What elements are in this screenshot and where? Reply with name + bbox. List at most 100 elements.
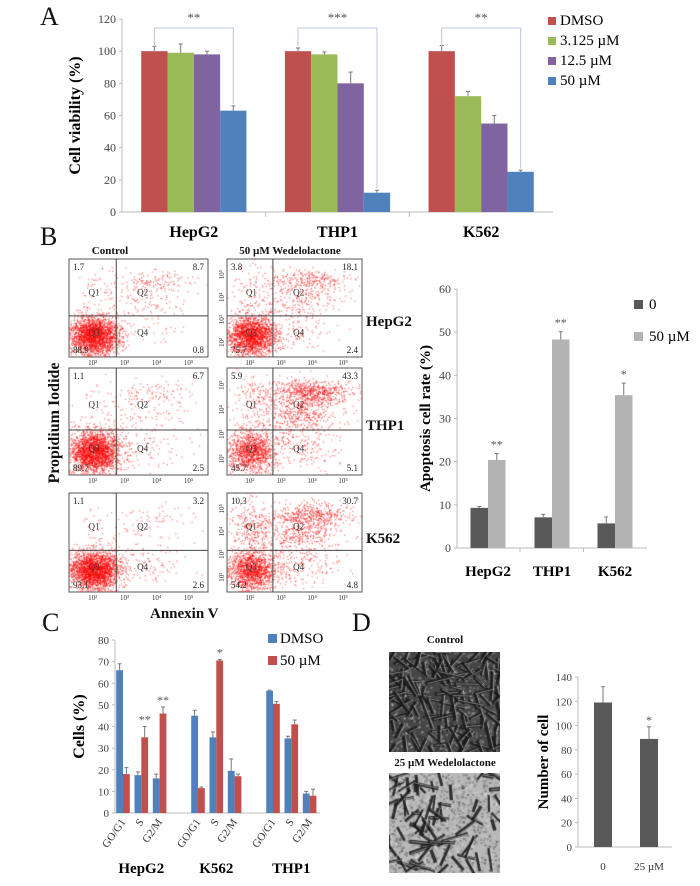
bar-k562-1 (454, 96, 482, 212)
flow-x-tick-label: 10⁵ (338, 477, 348, 485)
bar-k562-1-0 (209, 737, 217, 813)
bar-k562-0 (597, 523, 615, 548)
x-tick-label: S (283, 817, 296, 829)
flow-row-label-k562: K562 (366, 531, 401, 547)
flow-scatter-dots (227, 493, 362, 592)
quadrant-name: Q1 (88, 400, 99, 410)
flow-x-tick-label: 10⁴ (152, 359, 162, 367)
flow-y-tick-label: 10³ (218, 550, 226, 559)
bar-k562-3 (507, 171, 534, 212)
bar-hepg2-1 (488, 459, 506, 548)
y-tick-label: 50 (98, 700, 110, 712)
flow-x-tick-label: 10³ (276, 477, 285, 485)
bar-hepg2-0 (141, 51, 168, 212)
flow-y-tick-label: 10⁴ (218, 292, 226, 302)
flow-y-tick-label: 10⁴ (218, 404, 226, 414)
quadrant-value-q2: 3.2 (193, 496, 204, 506)
quadrant-value-q1: 10.3 (231, 496, 247, 506)
group-label: HepG2 (118, 861, 164, 877)
flow-x-tick-label: 10³ (276, 594, 285, 602)
y-tick-label: 70 (98, 657, 110, 669)
quadrant-value-q3: 75.7 (231, 345, 247, 355)
significance-bracket (297, 27, 378, 189)
quadrant-name: Q4 (293, 562, 304, 572)
bar-hepg2-1-1 (141, 737, 149, 813)
y-tick-label: 30 (98, 743, 110, 755)
bar-cell-number-1 (640, 738, 658, 847)
quadrant-value-q1: 3.8 (231, 262, 243, 272)
quadrant-value-q2: 43.3 (342, 371, 358, 381)
flow-y-tick-label: 10⁴ (218, 526, 226, 536)
x-category-label: THP1 (317, 224, 358, 241)
y-tick-label: 0 (567, 842, 573, 854)
bar-hepg2-0-0 (116, 670, 123, 813)
quadrant-name: Q2 (293, 522, 304, 532)
bar-cell-number-0 (594, 702, 612, 847)
flow-row-label-hepg2: HepG2 (366, 314, 412, 330)
quadrant-value-q1: 5.9 (231, 371, 243, 381)
quadrant-name: Q3 (246, 562, 257, 572)
flow-x-tick-label: 10² (245, 477, 254, 485)
bar-thp1-0 (534, 517, 552, 548)
legend-label: DMSO (560, 13, 604, 29)
legend-label: 3.125 µM (560, 33, 619, 49)
bar-thp1-2-0 (302, 793, 310, 813)
y-tick-label: 10 (439, 498, 451, 512)
y-tick-label: 100 (98, 44, 116, 58)
bar-thp1-2 (337, 83, 364, 212)
quadrant-name: Q2 (293, 287, 304, 297)
quadrant-name: Q2 (137, 400, 148, 410)
bar-k562-1-1 (216, 660, 224, 813)
y-axis-label: Number of cell (536, 715, 552, 810)
x-tick-label: G2/M (290, 817, 315, 846)
flow-x-tick-label: 10³ (120, 477, 129, 485)
quadrant-name: Q4 (293, 327, 304, 337)
flow-y-tick-label: 10⁵ (218, 504, 226, 514)
y-tick-label: 140 (556, 672, 573, 684)
microscopy-image-control (389, 652, 500, 752)
significance-label: ** (475, 10, 488, 25)
quadrant-name: Q4 (137, 327, 148, 337)
quadrant-value-q1: 1.1 (73, 371, 84, 381)
quadrant-value-q3: 88.9 (73, 345, 89, 355)
quadrant-value-q4: 4.8 (347, 580, 359, 590)
quadrant-value-q4: 2.6 (193, 580, 205, 590)
x-tick-label: GO/G1 (100, 817, 128, 850)
quadrant-name: Q2 (137, 287, 148, 297)
bar-hepg2-0-1 (123, 774, 130, 813)
y-tick-label: 20 (98, 765, 110, 777)
y-tick-label: 30 (439, 412, 451, 426)
y-tick-label: 40 (439, 368, 451, 382)
y-tick-label: 20 (104, 173, 116, 187)
bar-hepg2-1-0 (134, 775, 142, 813)
y-axis-label: Cell viability (%) (67, 56, 84, 174)
bar-thp1-0 (284, 51, 312, 212)
significance-label: * (621, 367, 627, 381)
quadrant-value-q3: 93.1 (73, 580, 89, 590)
quadrant-name: Q3 (88, 562, 99, 572)
legend-label: DMSO (280, 631, 324, 647)
y-tick-label: 120 (98, 12, 116, 26)
flow-x-tick-label: 10⁵ (184, 594, 194, 602)
flow-scatter-dots (69, 259, 208, 357)
significance-label: ** (491, 437, 503, 451)
quadrant-name: Q1 (246, 287, 257, 297)
y-tick-label: 60 (98, 678, 110, 690)
flow-y-tick-label: 10² (218, 573, 226, 582)
flow-x-axis-label: Annexin V (150, 606, 219, 622)
x-category-label: THP1 (533, 564, 571, 580)
bar-thp1-1-1 (291, 724, 299, 813)
quadrant-value-q2: 8.7 (193, 262, 205, 272)
flow-row-label-thp1: THP1 (366, 418, 405, 434)
legend-swatch (548, 17, 556, 25)
x-tick-label: 25 µM (634, 861, 664, 873)
y-tick-label: 80 (561, 745, 573, 757)
flow-x-tick-label: 10³ (120, 594, 129, 602)
x-category-label: K562 (463, 224, 499, 241)
bar-k562-2 (481, 123, 508, 212)
significance-bracket (153, 27, 234, 105)
flow-x-tick-label: 10² (245, 594, 254, 602)
y-tick-label: 100 (556, 721, 573, 733)
y-tick-label: 40 (561, 793, 573, 805)
flow-scatter-dots (69, 493, 208, 592)
